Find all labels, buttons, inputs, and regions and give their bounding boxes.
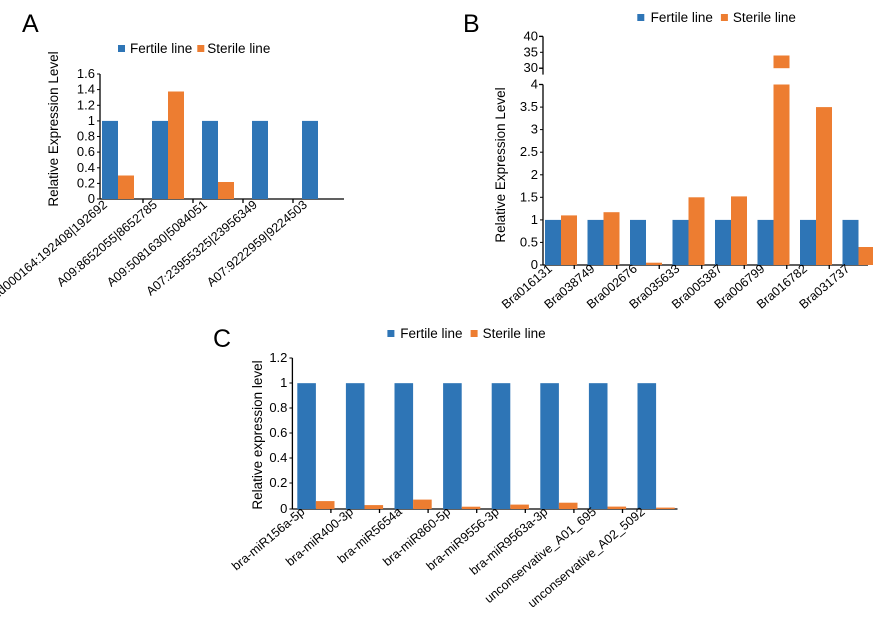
svg-text:Relative expression level: Relative expression level: [250, 360, 265, 509]
svg-text:1.6: 1.6: [77, 66, 95, 81]
svg-text:2: 2: [531, 167, 538, 182]
svg-text:Fertile line: Fertile line: [130, 41, 192, 56]
svg-text:0.8: 0.8: [77, 129, 95, 144]
svg-text:3.5: 3.5: [520, 99, 538, 114]
svg-text:0.5: 0.5: [520, 234, 538, 249]
svg-text:1.5: 1.5: [520, 189, 538, 204]
svg-text:0.4: 0.4: [269, 450, 287, 465]
svg-text:0.8: 0.8: [269, 400, 287, 415]
svg-text:Relative Expression Level: Relative Expression Level: [46, 51, 61, 206]
svg-text:30: 30: [524, 60, 538, 75]
svg-text:A07:9222959|9224503: A07:9222959|9224503: [204, 198, 310, 290]
svg-text:0.2: 0.2: [77, 175, 95, 190]
svg-text:1: 1: [531, 212, 538, 227]
svg-text:2.5: 2.5: [520, 144, 538, 159]
svg-text:0.4: 0.4: [77, 160, 95, 175]
svg-text:3: 3: [531, 122, 538, 137]
svg-text:0.6: 0.6: [269, 425, 287, 440]
svg-text:40: 40: [524, 28, 538, 43]
svg-text:1.4: 1.4: [77, 82, 95, 97]
svg-text:35: 35: [524, 44, 538, 59]
svg-text:4: 4: [531, 77, 538, 92]
svg-text:Fertile line: Fertile line: [651, 10, 713, 25]
svg-text:1.2: 1.2: [77, 97, 95, 112]
svg-text:1.2: 1.2: [269, 350, 287, 365]
svg-text:1: 1: [88, 113, 95, 128]
svg-text:Sterile line: Sterile line: [207, 41, 270, 56]
svg-text:Fertile line: Fertile line: [400, 326, 462, 341]
svg-text:0.2: 0.2: [269, 475, 287, 490]
svg-text:0.6: 0.6: [77, 144, 95, 159]
svg-text:Sterile line: Sterile line: [733, 10, 796, 25]
svg-text:Relative Expression Level: Relative Expression Level: [493, 87, 508, 242]
svg-text:1: 1: [280, 375, 287, 390]
svg-text:Sterile line: Sterile line: [483, 326, 546, 341]
